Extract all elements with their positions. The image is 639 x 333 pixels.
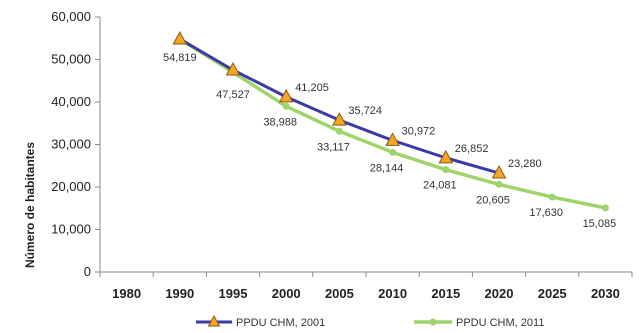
y-tick-label: 40,000 <box>51 94 91 109</box>
series-point-ppdu-2011 <box>389 148 397 156</box>
legend-marker-ppdu-2001 <box>207 314 221 327</box>
series-point-ppdu-2001 <box>491 165 507 179</box>
legend-label-ppdu-2011: PPDU CHM, 2011 <box>456 317 544 329</box>
series-point-ppdu-2011 <box>442 166 450 174</box>
y-tick-label: 10,000 <box>51 222 91 237</box>
y-tick-label: 50,000 <box>51 52 91 67</box>
series-point-ppdu-2011 <box>282 102 290 110</box>
x-tick-label: 1980 <box>112 286 141 301</box>
series-point-ppdu-2001 <box>225 61 241 76</box>
series-line-ppdu-2011 <box>178 37 606 210</box>
data-label-ppdu-2001: 26,852 <box>455 143 489 155</box>
y-axis: 0 10,000 20,000 30,000 40,000 50,000 60,000 <box>51 9 101 279</box>
data-label-ppdu-2011: 33,117 <box>317 141 350 153</box>
data-label-ppdu-2001: 30,972 <box>402 125 436 137</box>
y-tick-label: 0 <box>84 264 91 279</box>
series-point-ppdu-2001 <box>332 112 347 126</box>
data-label-ppdu-2011: 28,144 <box>370 162 404 174</box>
x-tick-label: 2015 <box>431 286 460 301</box>
y-tick-label: 30,000 <box>51 137 91 152</box>
series-point-ppdu-2011 <box>495 180 503 188</box>
data-label-ppdu-2001: 35,724 <box>348 105 382 117</box>
data-label-ppdu-2011: 20,605 <box>476 194 510 206</box>
data-label-ppdu-2001: 54,819 <box>163 52 197 64</box>
legend: PPDU CHM, 2001 PPDU CHM, 2011 <box>196 314 544 329</box>
series-point-ppdu-2011 <box>601 204 609 212</box>
series-point-ppdu-2001 <box>385 132 400 146</box>
data-label-ppdu-2001: 47,527 <box>216 89 250 101</box>
x-tick-label: 1995 <box>219 286 248 301</box>
x-tick-label: 2025 <box>538 286 567 301</box>
data-label-ppdu-2001: 41,205 <box>295 82 329 94</box>
y-tick-label: 60,000 <box>51 9 91 24</box>
x-tick-label: 2000 <box>272 286 301 301</box>
series-point-ppdu-2001 <box>172 30 188 45</box>
data-label-ppdu-2001: 23,280 <box>508 158 542 170</box>
series-point-ppdu-2001 <box>278 88 294 103</box>
y-tick-label: 20,000 <box>51 179 91 194</box>
legend-marker-ppdu-2011 <box>429 318 437 326</box>
data-label-ppdu-2011: 38,988 <box>263 116 297 128</box>
data-label-ppdu-2011: 15,085 <box>583 218 617 230</box>
x-tick-label: 1990 <box>165 286 194 301</box>
x-tick-label: 2020 <box>485 286 514 301</box>
x-tick-label: 2010 <box>378 286 407 301</box>
series-point-ppdu-2011 <box>335 127 343 135</box>
x-axis: 1980 1990 1995 2000 2005 2010 2015 2020 2025 2030 <box>99 271 633 301</box>
legend-label-ppdu-2001: PPDU CHM, 2001 <box>236 317 325 329</box>
plot-area: 54,819 47,527 41,205 35,724 30,972 26,852 23,2… <box>163 30 617 230</box>
x-tick-label: 2030 <box>591 286 620 301</box>
y-axis-label: Número de habitantes <box>23 142 37 268</box>
x-tick-label: 2005 <box>325 286 354 301</box>
data-label-ppdu-2011: 24,081 <box>423 180 457 192</box>
data-label-ppdu-2011: 17,630 <box>529 207 563 219</box>
series-point-ppdu-2011 <box>548 193 556 201</box>
series-point-ppdu-2001 <box>438 149 454 164</box>
